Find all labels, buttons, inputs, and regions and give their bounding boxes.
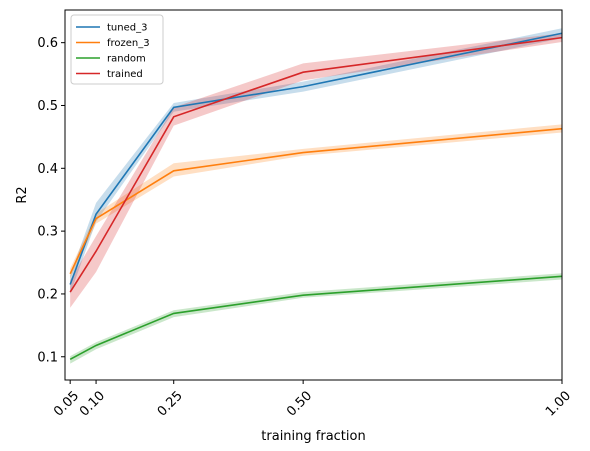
x-tick-label: 1.00 <box>543 388 574 419</box>
series-line-frozen_3 <box>69 127 563 275</box>
y-tick-label: 0.2 <box>37 287 58 302</box>
confidence-band-trained <box>70 33 562 308</box>
legend-label-tuned_3: tuned_3 <box>107 23 147 34</box>
confidence-band-frozen_3 <box>70 124 562 279</box>
legend-label-random: random <box>107 54 146 65</box>
x-tick-label: 0.25 <box>155 388 186 419</box>
y-axis-label: R2 <box>15 186 30 203</box>
x-axis-label: training fraction <box>261 429 365 444</box>
legend-box <box>70 14 164 85</box>
legend-label-trained: trained <box>107 69 143 80</box>
confidence-band-tuned_3 <box>70 28 562 294</box>
y-tick-label: 0.1 <box>37 350 58 365</box>
y-tick-label: 0.3 <box>37 225 58 240</box>
y-tick-label: 0.4 <box>37 162 58 177</box>
y-tick-label: 0.5 <box>37 99 58 114</box>
confidence-band-random <box>70 273 562 364</box>
legend-label-frozen_3: frozen_3 <box>107 38 150 49</box>
series-line-trained <box>69 36 563 293</box>
x-tick-label: 0.05 <box>51 388 82 419</box>
plot-frame <box>64 9 563 381</box>
y-tick-label: 0.6 <box>37 36 58 51</box>
x-tick-label: 0.50 <box>284 388 315 419</box>
x-tick-label: 0.10 <box>77 388 108 419</box>
series-line-random <box>69 275 563 360</box>
